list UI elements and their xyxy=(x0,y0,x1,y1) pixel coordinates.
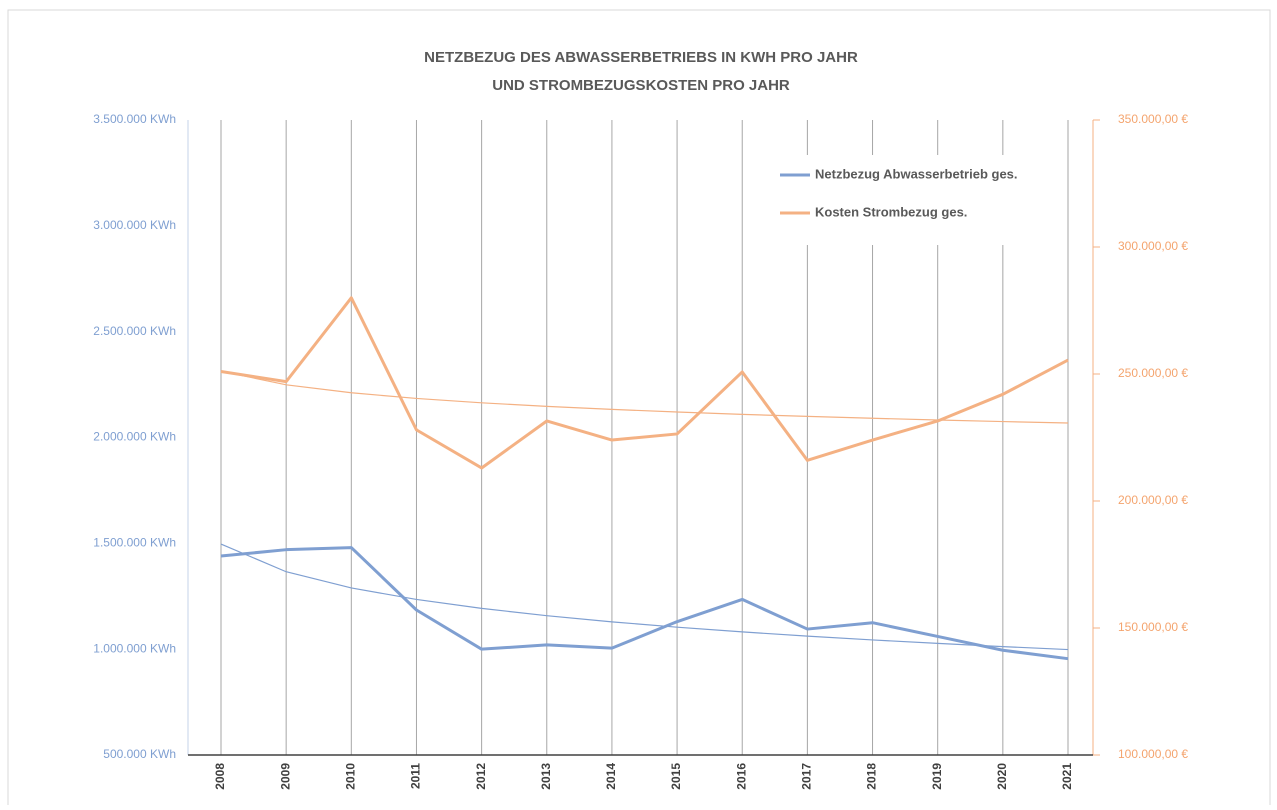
y2-tick-label: 150.000,00 € xyxy=(1118,620,1188,634)
y-tick-label: 1.000.000 KWh xyxy=(93,641,176,655)
x-tick-label: 2019 xyxy=(930,763,944,790)
x-tick-label: 2018 xyxy=(865,763,879,790)
y-tick-label: 2.000.000 KWh xyxy=(93,430,176,444)
series-line xyxy=(220,296,1069,470)
x-tick-label: 2015 xyxy=(669,763,683,790)
y-tick-label: 3.000.000 KWh xyxy=(93,218,176,232)
x-tick-label: 2021 xyxy=(1060,763,1074,790)
y2-tick-label: 200.000,00 € xyxy=(1118,493,1188,507)
chart-title: NETZBEZUG DES ABWASSERBETRIEBS IN KWH PR… xyxy=(424,49,858,66)
x-tick-label: 2014 xyxy=(604,763,618,790)
y-tick-label: 500.000 KWh xyxy=(103,747,176,761)
y2-tick-label: 300.000,00 € xyxy=(1118,239,1188,253)
y2-tick-label: 350.000,00 € xyxy=(1118,112,1188,126)
chart-title: UND STROMBEZUGSKOSTEN PRO JAHR xyxy=(492,77,790,94)
x-tick-label: 2008 xyxy=(213,763,227,790)
x-tick-label: 2012 xyxy=(474,763,488,790)
y-tick-label: 1.500.000 KWh xyxy=(93,536,176,550)
legend-label: Netzbezug Abwasserbetrieb ges. xyxy=(815,166,1018,181)
x-tick-label: 2011 xyxy=(409,763,423,789)
x-tick-label: 2010 xyxy=(343,763,357,790)
series-line xyxy=(220,546,1069,661)
y-tick-label: 3.500.000 KWh xyxy=(93,112,176,126)
x-tick-label: 2017 xyxy=(800,763,814,790)
y2-tick-label: 250.000,00 € xyxy=(1118,366,1188,380)
legend-box xyxy=(770,155,1050,245)
x-tick-label: 2016 xyxy=(734,763,748,790)
x-tick-label: 2020 xyxy=(995,763,1009,790)
x-tick-label: 2013 xyxy=(539,763,553,790)
chart-frame xyxy=(7,9,1271,810)
x-tick-label: 2009 xyxy=(278,763,292,790)
trendline xyxy=(220,543,1069,651)
legend-label: Kosten Strombezug ges. xyxy=(815,204,967,219)
trendline xyxy=(220,370,1069,424)
y2-tick-label: 100.000,00 € xyxy=(1118,747,1188,761)
y-tick-label: 2.500.000 KWh xyxy=(93,324,176,338)
